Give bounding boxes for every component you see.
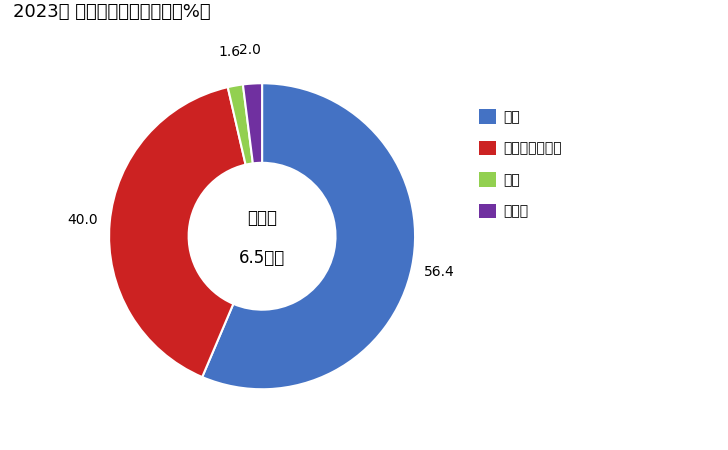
Text: 2.0: 2.0 xyxy=(240,43,261,57)
Wedge shape xyxy=(109,87,245,377)
Text: 総　額: 総 額 xyxy=(247,209,277,227)
Wedge shape xyxy=(243,83,262,163)
Text: 6.5億円: 6.5億円 xyxy=(239,249,285,267)
Legend: 米国, サウジアラビア, 中国, その他: 米国, サウジアラビア, 中国, その他 xyxy=(480,109,561,219)
Wedge shape xyxy=(228,85,253,165)
Text: 2023年 輸出相手国のシェア（%）: 2023年 輸出相手国のシェア（%） xyxy=(13,3,211,21)
Text: 40.0: 40.0 xyxy=(67,213,98,227)
Wedge shape xyxy=(202,83,415,389)
Text: 56.4: 56.4 xyxy=(424,266,454,279)
Text: 1.6: 1.6 xyxy=(218,45,240,59)
